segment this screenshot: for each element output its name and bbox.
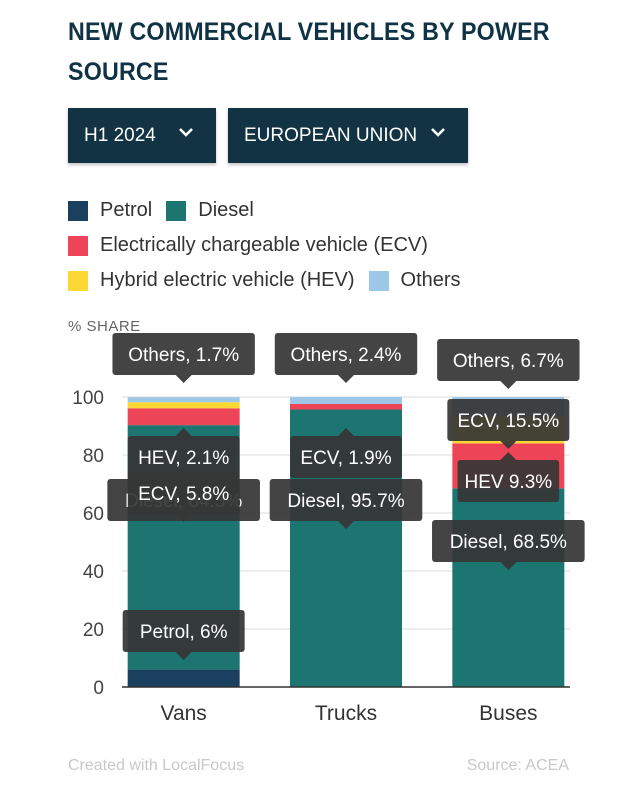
x-tick-label: Buses (479, 702, 537, 725)
data-label-pointer (500, 562, 517, 570)
data-label-box (290, 436, 402, 478)
legend-item-diesel[interactable]: Diesel (166, 199, 254, 222)
period-dropdown[interactable]: H1 2024 (68, 108, 216, 163)
data-label: ECV, 5.8% (138, 484, 229, 505)
legend-item-ecv[interactable]: Electrically chargeable vehicle (ECV) (68, 234, 428, 257)
chevron-down-icon (179, 128, 193, 137)
source-text: Source: ACEA (466, 757, 569, 774)
data-label-box (447, 399, 570, 441)
legend-label-others: Others (400, 269, 461, 291)
y-tick-label: 100 (72, 388, 104, 409)
legend-item-petrol[interactable]: Petrol (68, 199, 152, 222)
credit-text[interactable]: Created with LocalFocus (68, 757, 245, 774)
data-label-box (127, 472, 240, 514)
data-label-box (274, 333, 418, 375)
legend-swatch-others (368, 270, 389, 291)
region-dropdown[interactable]: EUROPEAN UNION (228, 108, 468, 163)
legend-swatch-diesel (166, 200, 187, 221)
data-label-pointer (175, 652, 192, 660)
data-label-pointer (338, 521, 354, 529)
legend-swatch-petrol (68, 200, 88, 221)
data-label: Diesel, 68.5% (450, 532, 567, 553)
data-label-pointer (175, 375, 192, 383)
y-tick-label: 60 (83, 504, 104, 525)
data-label-box (112, 333, 255, 375)
region-dropdown-label: EUROPEAN UNION (244, 124, 418, 146)
data-label-box (457, 460, 560, 502)
period-dropdown-label: H1 2024 (84, 124, 156, 146)
chart-title: NEW COMMERCIAL VEHICLES BY POWER SOURCE (68, 18, 550, 86)
bar-segment-others-vans[interactable] (127, 397, 240, 403)
legend-label-ecv: Electrically chargeable vehicle (ECV) (100, 234, 428, 256)
bar-segment-diesel-buses[interactable] (452, 488, 565, 687)
data-label-pointer (175, 514, 192, 522)
data-label: Diesel, 95.7% (287, 491, 404, 512)
data-label-box (269, 479, 423, 521)
data-label-pointer (500, 441, 517, 449)
legend-label-petrol: Petrol (100, 199, 153, 221)
legend: Petrol Diesel Electrically chargeable ve… (68, 193, 608, 298)
legend-item-hev[interactable]: Hybrid electric vehicle (HEV) (68, 269, 355, 292)
data-label: ECV, 1.9% (300, 448, 391, 469)
x-tick-label: Vans (161, 702, 207, 725)
data-label-box (437, 339, 580, 381)
y-axis-label: % SHARE (68, 318, 141, 335)
y-tick-label: 0 (93, 678, 104, 699)
bar-segment-hev-vans[interactable] (127, 402, 240, 409)
bar-segment-petrol-vans[interactable] (127, 669, 240, 687)
data-label-pointer (500, 452, 517, 460)
data-label-box (127, 436, 240, 478)
bar-segment-ecv-trucks[interactable] (290, 403, 402, 410)
data-label: Others, 1.7% (128, 345, 239, 366)
y-tick-label: 80 (83, 446, 104, 467)
y-tick-label: 20 (83, 620, 104, 641)
data-label: HEV 9.3% (465, 472, 553, 493)
x-tick-label: Trucks (315, 702, 377, 725)
y-tick-label: 40 (83, 562, 104, 583)
data-label-pointer (338, 375, 354, 383)
data-label-pointer (175, 428, 192, 436)
data-label: ECV, 15.5% (457, 411, 559, 432)
legend-label-diesel: Diesel (198, 199, 254, 221)
bar-segment-others-trucks[interactable] (290, 397, 402, 404)
legend-item-others[interactable]: Others (368, 269, 461, 292)
data-label: Others, 2.4% (291, 345, 402, 366)
data-label-box (432, 520, 585, 562)
data-label-pointer (338, 428, 354, 436)
data-label: Petrol, 6% (140, 622, 228, 643)
legend-label-hev: Hybrid electric vehicle (HEV) (100, 269, 355, 291)
data-label-pointer (500, 381, 517, 389)
data-label: Others, 6.7% (453, 351, 564, 372)
chevron-down-icon (431, 128, 445, 137)
data-label-box (122, 610, 245, 652)
bar-segment-ecv-vans[interactable] (127, 408, 240, 426)
legend-swatch-ecv (68, 235, 88, 256)
data-label: HEV, 2.1% (138, 448, 229, 469)
legend-swatch-hev (68, 270, 88, 291)
